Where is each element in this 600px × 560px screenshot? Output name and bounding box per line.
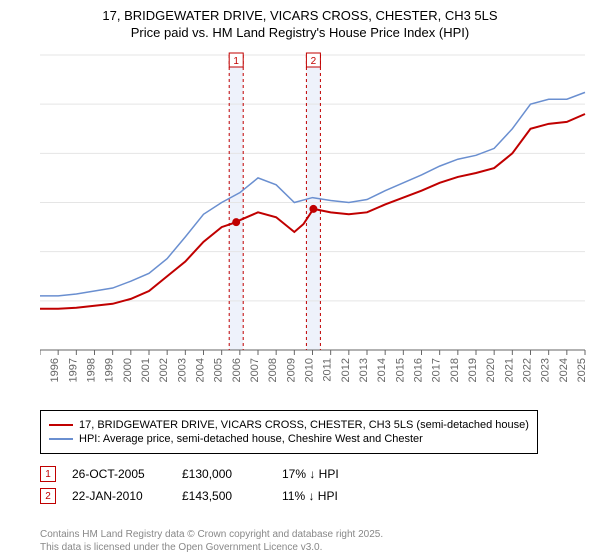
x-tick-label: 2005 <box>213 358 225 382</box>
x-tick-label: 2021 <box>503 358 515 382</box>
x-tick-label: 2023 <box>540 358 552 382</box>
x-tick-label: 2016 <box>413 358 425 382</box>
sale-diff: 17% ↓ HPI <box>282 467 382 481</box>
sale-marker: 1 <box>40 466 56 482</box>
x-tick-label: 2000 <box>122 358 134 382</box>
x-tick-label: 1999 <box>104 358 116 382</box>
x-tick-label: 1997 <box>67 358 79 382</box>
x-tick-label: 2010 <box>304 358 316 382</box>
x-tick-label: 2014 <box>376 358 388 382</box>
footer-line1: Contains HM Land Registry data © Crown c… <box>40 528 383 541</box>
legend-row: HPI: Average price, semi-detached house,… <box>49 433 529 445</box>
price-vs-hpi-chart: £0£50K£100K£150K£200K£250K£300K199519961… <box>40 50 590 400</box>
x-tick-label: 2003 <box>176 358 188 382</box>
chart-title: 17, BRIDGEWATER DRIVE, VICARS CROSS, CHE… <box>0 0 600 44</box>
x-tick-label: 2006 <box>231 358 243 382</box>
x-tick-label: 2015 <box>394 358 406 382</box>
x-tick-label: 2011 <box>322 358 334 382</box>
x-tick-label: 2022 <box>522 358 534 382</box>
legend-swatch <box>49 424 73 426</box>
sale-row: 1 26-OCT-2005£130,00017% ↓ HPI <box>40 466 382 482</box>
x-tick-label: 2007 <box>249 358 261 382</box>
legend-label: 17, BRIDGEWATER DRIVE, VICARS CROSS, CHE… <box>79 419 529 431</box>
x-tick-label: 2019 <box>467 358 479 382</box>
sale-diff: 11% ↓ HPI <box>282 489 382 503</box>
x-tick-label: 2018 <box>449 358 461 382</box>
x-tick-label: 2017 <box>431 358 443 382</box>
legend-label: HPI: Average price, semi-detached house,… <box>79 433 423 445</box>
sale-date: 22-JAN-2010 <box>72 489 182 503</box>
footer-attribution: Contains HM Land Registry data © Crown c… <box>40 528 383 554</box>
sale-price: £143,500 <box>182 489 282 503</box>
x-tick-label: 1998 <box>86 358 98 382</box>
footer-line2: This data is licensed under the Open Gov… <box>40 541 383 554</box>
sale-price: £130,000 <box>182 467 282 481</box>
x-tick-label: 2013 <box>358 358 370 382</box>
title-line1: 17, BRIDGEWATER DRIVE, VICARS CROSS, CHE… <box>10 8 590 23</box>
x-tick-label: 1996 <box>49 358 61 382</box>
series-marker <box>232 218 240 226</box>
sale-marker-label: 1 <box>233 56 239 67</box>
sale-row: 2 22-JAN-2010£143,50011% ↓ HPI <box>40 488 382 504</box>
x-tick-label: 2009 <box>285 358 297 382</box>
sale-date: 26-OCT-2005 <box>72 467 182 481</box>
legend-row: 17, BRIDGEWATER DRIVE, VICARS CROSS, CHE… <box>49 419 529 431</box>
title-line2: Price paid vs. HM Land Registry's House … <box>10 25 590 40</box>
series-marker <box>309 205 317 213</box>
x-tick-label: 2025 <box>576 358 588 382</box>
sales-table: 1 26-OCT-2005£130,00017% ↓ HPI 2 22-JAN-201… <box>40 460 382 510</box>
sale-marker: 2 <box>40 488 56 504</box>
x-tick-label: 2024 <box>558 358 570 382</box>
legend: 17, BRIDGEWATER DRIVE, VICARS CROSS, CHE… <box>40 410 538 454</box>
x-tick-label: 2001 <box>140 358 152 382</box>
x-tick-label: 2020 <box>485 358 497 382</box>
x-tick-label: 2002 <box>158 358 170 382</box>
x-tick-label: 2012 <box>340 358 352 382</box>
legend-swatch <box>49 438 73 440</box>
x-tick-label: 1995 <box>40 358 43 382</box>
sale-marker-label: 2 <box>311 56 317 67</box>
x-tick-label: 2008 <box>267 358 279 382</box>
x-tick-label: 2004 <box>195 358 207 382</box>
